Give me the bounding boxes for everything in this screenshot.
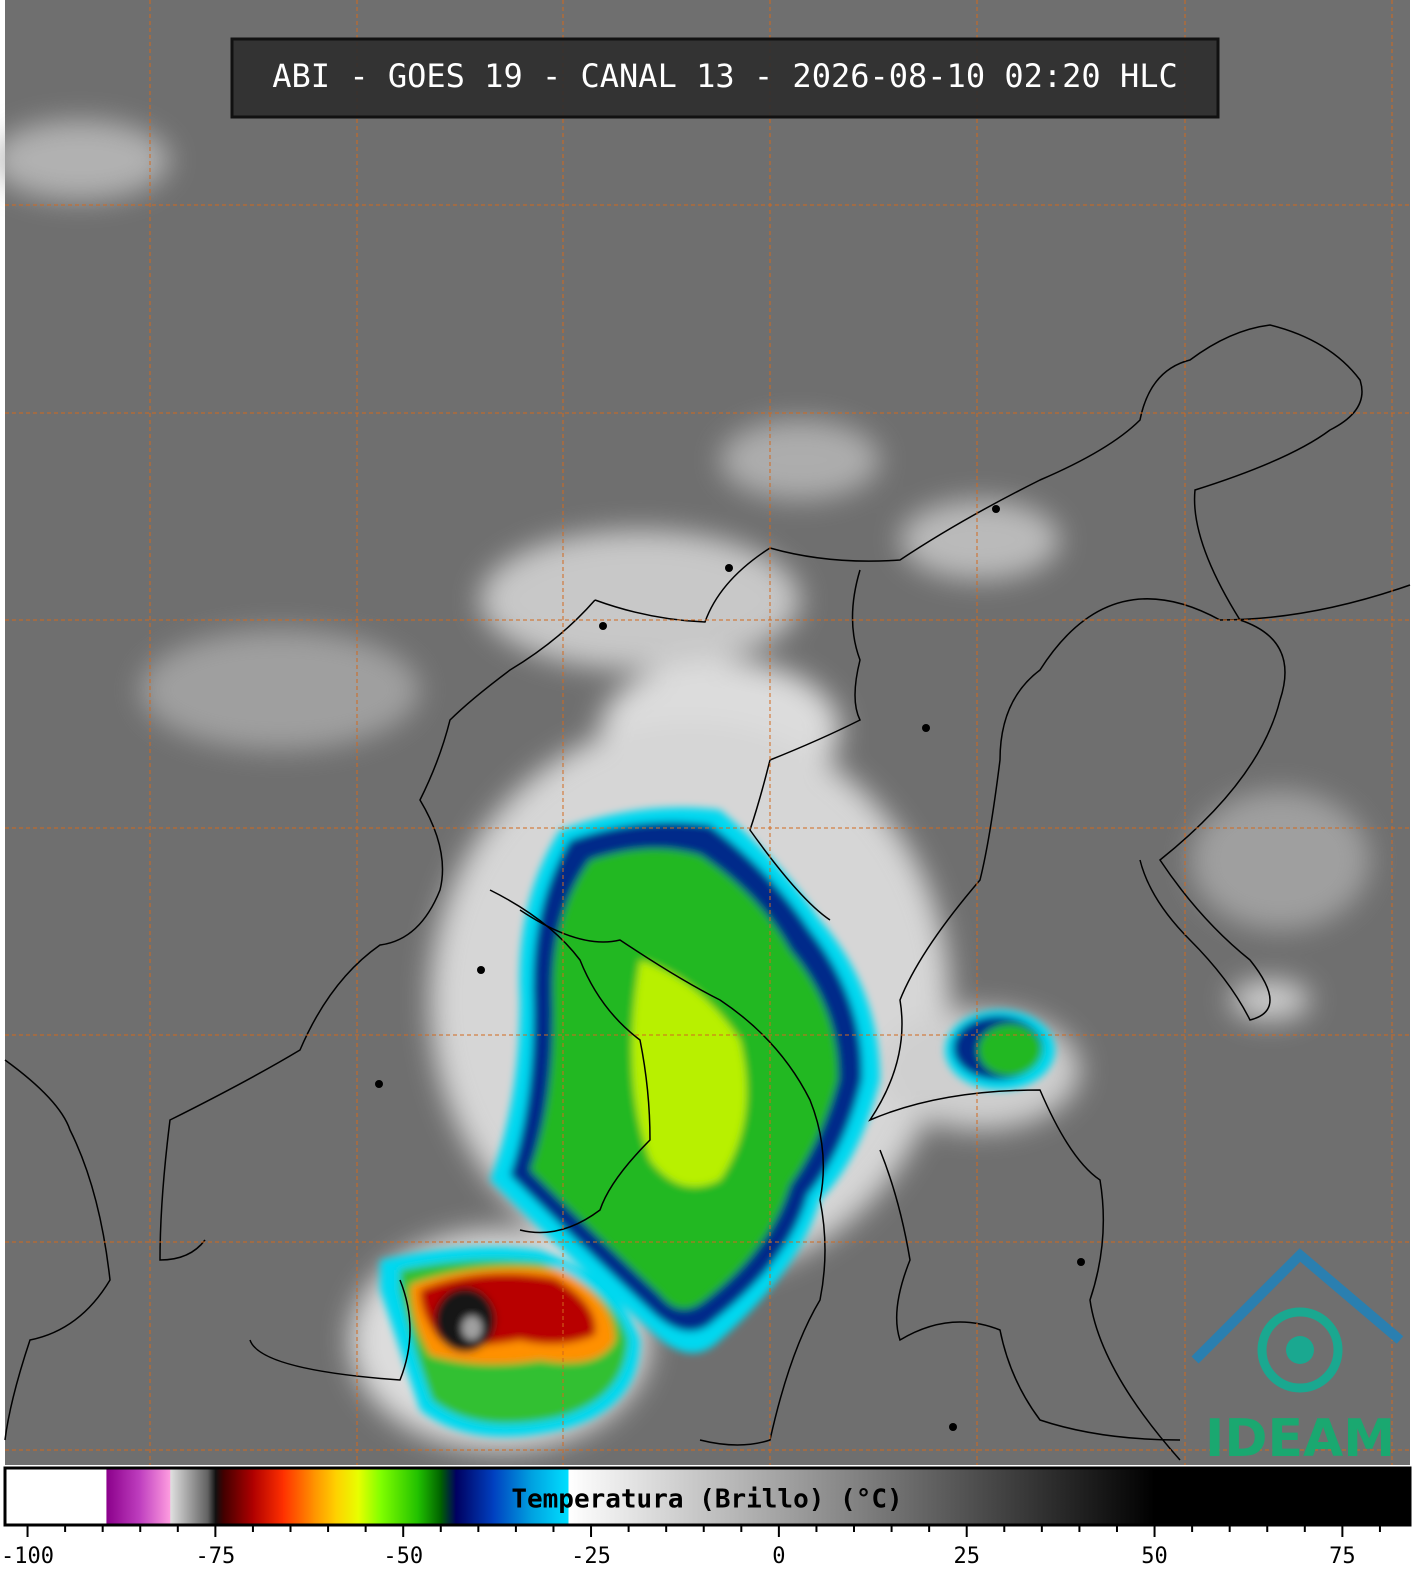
colorbar-segment [222,1468,254,1525]
cities [375,505,1085,1431]
tick-label: 0 [772,1544,785,1569]
tick-label: -100 [1,1544,54,1569]
colorbar-segment [530,1468,570,1525]
title: ABI - GOES 19 - CANAL 13 - 2026-08-10 02… [272,57,1177,95]
logo-text: IDEAM [1205,1409,1395,1469]
colorbar-segment [106,1468,141,1525]
convective-system [380,807,1055,1437]
colorbar-segment [380,1468,419,1525]
colorbar-segment [207,1468,216,1525]
colorbar-segment [1154,1468,1411,1525]
colorbar-segment [335,1468,359,1525]
colorbar-segment [455,1468,494,1525]
tick-label: 25 [953,1544,980,1569]
colorbar-frame [3,1466,1412,1527]
logo: IDEAM [1191,1248,1404,1469]
colorbar-segment [568,1468,1156,1525]
colorbar-segment [418,1468,442,1525]
colorbar-segment [313,1468,337,1525]
title-box [230,37,1220,119]
boundaries [4,324,1411,1461]
tick-label: -50 [383,1544,423,1569]
colorbar-segment [5,1468,107,1525]
tick-label: -25 [571,1544,611,1569]
tick-label: 75 [1329,1544,1356,1569]
tick-label: 50 [1141,1544,1168,1569]
map: IDEAM ABI - GOES 19 - CANAL 13 - 2026-08… [0,0,1411,1469]
colorbar-label: Temperatura (Brillo) (°C) [511,1485,902,1515]
colorbar-segment [493,1468,532,1525]
colorbar-segment [358,1468,382,1525]
colorbar-segment [440,1468,457,1525]
colorbar-segment [140,1468,171,1525]
colorbar-segment [215,1468,224,1525]
colorbar-segment [282,1468,314,1525]
colorbar-segment [170,1468,209,1525]
colorbar: Temperatura (Brillo) (°C) -100 -75 -50 -25 0 2… [1,1466,1412,1569]
graticule [5,0,1410,1465]
tick-label: -75 [195,1544,235,1569]
colorbar-segment [252,1468,284,1525]
